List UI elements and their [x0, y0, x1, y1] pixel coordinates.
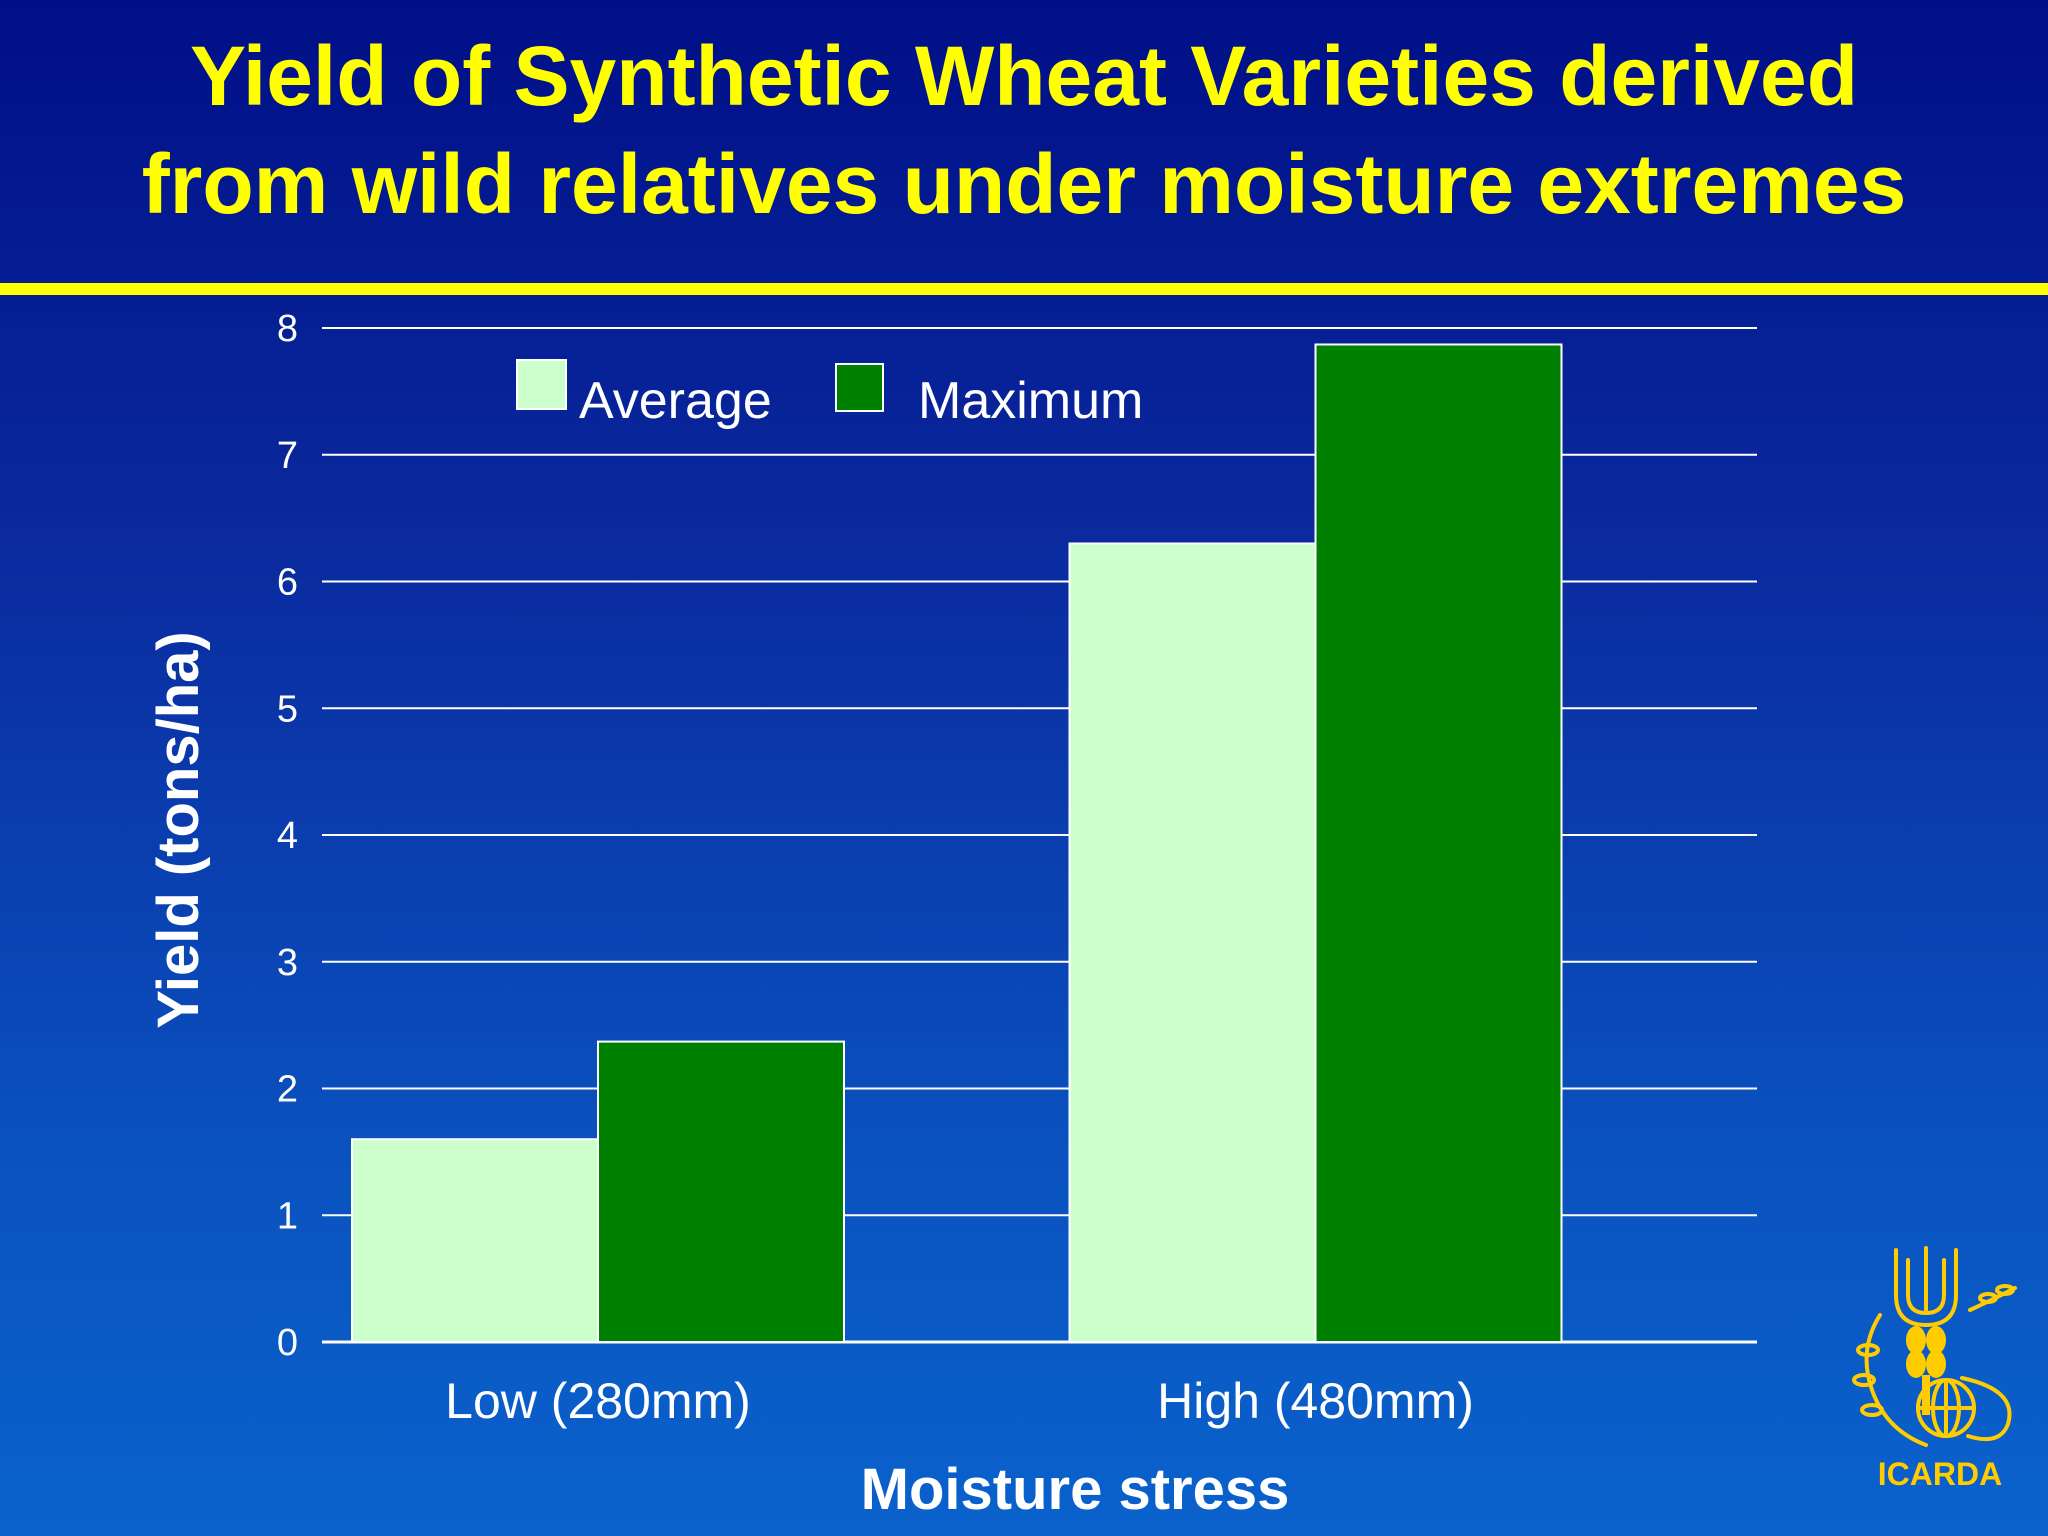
legend-swatch-maximum [835, 363, 884, 412]
y-tick-label: 0 [277, 1322, 298, 1364]
y-tick-label: 1 [277, 1195, 298, 1237]
bar-maximum-high [1314, 343, 1563, 1344]
bars [351, 343, 1563, 1344]
title-line-2: from wild relatives under moisture extre… [141, 137, 1907, 231]
legend: Average Maximum [516, 359, 1143, 430]
legend-swatch-average [516, 359, 567, 410]
logo-text: ICARDA [1878, 1456, 2002, 1492]
category-labels: Low (280mm) High (480mm) [445, 1373, 1474, 1429]
title-divider [0, 283, 2048, 295]
legend-label-average: Average [579, 372, 772, 430]
y-tick-labels: 0 1 2 3 4 5 6 7 8 [277, 308, 298, 1364]
y-tick-label: 7 [277, 435, 298, 477]
y-tick-label: 2 [277, 1069, 298, 1111]
legend-label-maximum: Maximum [918, 372, 1143, 430]
bar-average-high [1068, 542, 1317, 1343]
bar-maximum-low [597, 1040, 845, 1344]
y-tick-label: 6 [277, 562, 298, 604]
bar-average-low [351, 1138, 599, 1343]
y-axis-title: Yield (tons/ha) [146, 631, 211, 1028]
y-tick-label: 8 [277, 308, 298, 350]
title-line-1: Yield of Synthetic Wheat Varieties deriv… [189, 29, 1859, 123]
y-tick-label: 5 [277, 688, 298, 730]
y-tick-label: 4 [277, 815, 298, 857]
slide-title: Yield of Synthetic Wheat Varieties deriv… [0, 22, 2048, 238]
x-category-label: Low (280mm) [445, 1373, 751, 1429]
x-category-label: High (480mm) [1157, 1373, 1474, 1429]
x-axis-title: Moisture stress [861, 1457, 1290, 1522]
y-tick-label: 3 [277, 942, 298, 984]
icarda-logo: ICARDA [1852, 1246, 2017, 1492]
